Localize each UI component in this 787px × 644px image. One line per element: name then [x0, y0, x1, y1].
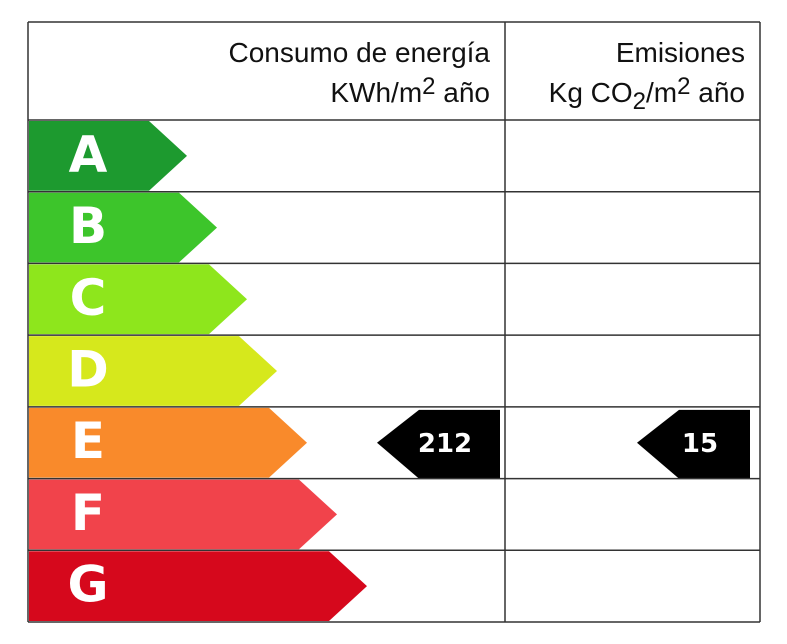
unit-part: /m	[646, 77, 677, 108]
indicator-arrow	[377, 409, 500, 479]
indicator-arrow	[637, 409, 750, 479]
class-letter: F	[71, 484, 105, 542]
class-letter: D	[67, 341, 109, 399]
class-letter: A	[69, 125, 108, 183]
unit-part: 2	[422, 73, 435, 100]
emissions-unit: Kg CO2/m2 año	[549, 73, 745, 115]
class-arrow	[29, 336, 277, 406]
class-letter: E	[71, 412, 105, 470]
class-arrow	[29, 407, 307, 478]
unit-part: 2	[633, 88, 646, 115]
class-letter: G	[67, 556, 108, 614]
unit-part: 2	[677, 73, 690, 100]
unit-part: año	[691, 77, 746, 108]
emissions-title: Emisiones	[616, 37, 745, 68]
unit-part: año	[436, 77, 491, 108]
unit-part: KWh/m	[330, 77, 422, 108]
consumption-title: Consumo de energía	[228, 37, 490, 68]
class-letter: B	[69, 197, 107, 255]
indicator-value: 212	[418, 429, 472, 459]
consumption-unit: KWh/m2 año	[330, 73, 490, 108]
unit-part: Kg CO	[549, 77, 633, 108]
class-letter: C	[70, 269, 107, 327]
indicator-value: 15	[682, 429, 718, 459]
class-arrow	[29, 264, 247, 335]
class-arrow	[29, 121, 187, 191]
class-arrow	[29, 479, 337, 550]
class-arrow	[29, 551, 367, 621]
class-arrow	[29, 192, 217, 263]
